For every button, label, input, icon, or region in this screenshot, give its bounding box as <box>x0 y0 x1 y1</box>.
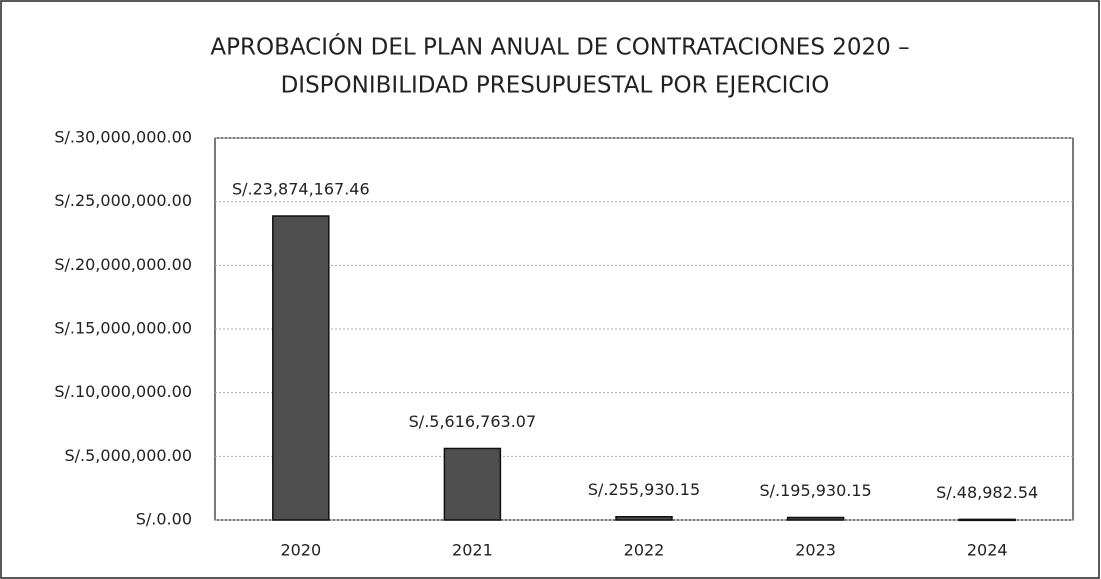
value-label: S/.195,930.15 <box>759 481 871 500</box>
chart-title: APROBACIÓN DEL PLAN ANUAL DE CONTRATACIO… <box>210 33 909 61</box>
y-tick-label: S/.5,000,000.00 <box>64 446 192 465</box>
y-tick-label: S/.25,000,000.00 <box>54 191 192 210</box>
value-label: S/.255,930.15 <box>588 480 700 499</box>
value-label: S/.5,616,763.07 <box>409 412 537 431</box>
bar <box>443 447 502 521</box>
bar <box>615 515 673 521</box>
bar <box>958 518 1016 522</box>
chart-title: DISPONIBILIDAD PRESUPUESTAL POR EJERCICI… <box>281 73 830 99</box>
bar <box>272 215 330 521</box>
x-tick-label: 2020 <box>280 541 321 560</box>
value-label: S/.48,982.54 <box>936 483 1038 502</box>
y-tick-label: S/.30,000,000.00 <box>54 128 192 147</box>
x-tick-label: 2022 <box>624 541 665 560</box>
y-tick-label: S/.0.00 <box>136 510 192 529</box>
y-tick-label: S/.15,000,000.00 <box>54 319 192 338</box>
x-tick-label: 2024 <box>967 541 1008 560</box>
x-tick-label: 2023 <box>795 541 836 560</box>
y-tick-label: S/.20,000,000.00 <box>54 255 192 274</box>
x-tick-label: 2021 <box>452 541 493 560</box>
bar <box>786 516 845 521</box>
y-tick-label: S/.10,000,000.00 <box>54 382 192 401</box>
value-label: S/.23,874,167.46 <box>232 180 370 199</box>
